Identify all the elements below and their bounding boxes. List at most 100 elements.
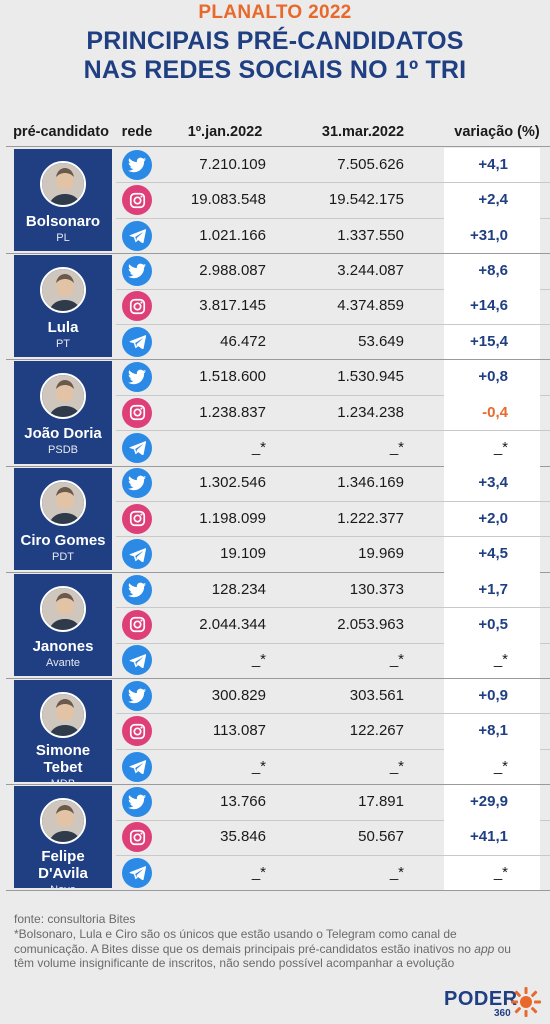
jan-value: 300.829: [211, 686, 266, 704]
instagram-icon: [122, 397, 152, 428]
row-divider: [116, 642, 550, 644]
candidate-name: Felipe D'Avila: [38, 848, 88, 883]
jan-value: 1.198.099: [199, 509, 266, 527]
change-value: +15,4: [470, 332, 508, 350]
change-cell: [444, 430, 540, 466]
change-value: +0,9: [478, 686, 508, 704]
avatar: [40, 161, 86, 207]
telegram-icon: [122, 220, 152, 251]
row-divider: [116, 713, 550, 715]
header-change: variação (%): [454, 124, 540, 140]
change-value: -0,4: [482, 403, 508, 421]
change-cell: [444, 395, 540, 431]
mar-value: _*: [389, 651, 404, 669]
twitter-icon: [122, 574, 152, 605]
row-divider: [116, 819, 550, 821]
mar-value: 4.374.859: [337, 297, 404, 315]
twitter-icon: [122, 680, 152, 711]
avatar: [40, 267, 86, 314]
source-note: fonte: consultoria Bites: [14, 912, 136, 926]
jan-value: 1.518.600: [199, 368, 266, 386]
candidate-party: PT: [55, 338, 71, 351]
jan-value: 19.109: [220, 545, 266, 563]
header-mar: 31.mar.2022: [321, 124, 405, 140]
mar-value: 17.891: [358, 792, 404, 810]
jan-value: _*: [251, 438, 266, 456]
twitter-icon: [122, 255, 152, 286]
change-value: +0,5: [478, 615, 508, 633]
change-cell: [444, 289, 540, 325]
telegram-icon: [122, 751, 152, 782]
change-cell: [444, 784, 540, 820]
row-divider: [116, 394, 550, 396]
instagram-icon: [122, 822, 152, 853]
telegram-icon: [122, 326, 152, 357]
mar-value: 1.346.169: [337, 474, 404, 492]
row-divider: [116, 748, 550, 750]
candidate-party: PL: [56, 232, 70, 244]
change-value: +3,4: [478, 474, 508, 492]
jan-value: 2.044.344: [199, 615, 266, 633]
row-divider: [116, 607, 550, 609]
mar-value: 3.244.087: [337, 261, 404, 279]
change-cell: [444, 359, 540, 395]
header-network: rede: [121, 124, 153, 140]
header-jan: 1º.jan.2022: [187, 124, 263, 140]
kicker: PLANALTO 2022: [198, 2, 352, 23]
twitter-icon: [122, 468, 152, 499]
change-value: +1,7: [478, 580, 508, 598]
candidate-block: Ciro Gomes PDT: [14, 467, 112, 570]
mar-value: 53.649: [358, 332, 404, 350]
jan-value: 7.210.109: [199, 155, 266, 173]
change-value: +29,9: [470, 792, 508, 810]
jan-value: 46.472: [220, 332, 266, 350]
change-value: +2,0: [478, 509, 508, 527]
mar-value: _*: [389, 438, 404, 456]
logo-word: PODER: [444, 988, 518, 1010]
telegram-icon: [122, 857, 152, 888]
note-app: app: [474, 941, 495, 956]
avatar: [40, 692, 86, 738]
candidate-block: Lula PT: [14, 255, 112, 358]
mar-value: 130.373: [349, 580, 404, 598]
candidate-block: Felipe D'Avila Novo: [14, 786, 112, 896]
note-text-2: ou têm volume insignificante de inscrito…: [14, 941, 511, 971]
candidate-block: Janones Avante: [14, 573, 112, 676]
avatar: [40, 798, 86, 845]
row-divider: [116, 217, 550, 219]
change-cell: [444, 536, 540, 572]
jan-value: _*: [251, 863, 266, 881]
change-value: +8,1: [478, 722, 508, 740]
mar-value: 19.542.175: [328, 191, 404, 209]
avatar: [40, 585, 86, 632]
change-cell: [444, 218, 540, 254]
jan-value: 113.087: [212, 722, 266, 740]
mar-value: _*: [389, 757, 404, 775]
row-divider: [116, 324, 550, 325]
telegram-icon: [122, 539, 152, 570]
change-value: +0,8: [478, 368, 508, 386]
row-divider: [116, 855, 550, 856]
sun-icon: [511, 987, 541, 1017]
row-divider: [6, 890, 550, 892]
candidate-block: João Doria PSDB: [14, 361, 112, 464]
instagram-icon: [122, 716, 152, 747]
change-cell: [444, 182, 540, 218]
mar-value: _*: [389, 863, 404, 881]
instagram-icon: [122, 503, 152, 534]
candidate-party: Avante: [45, 656, 81, 669]
candidate-block: Simone TebetMDB: [14, 680, 112, 790]
instagram-icon: [122, 185, 152, 216]
header-candidate: pré-candidato: [13, 124, 109, 140]
change-value: +4,1: [478, 155, 508, 173]
change-cell: [444, 324, 540, 360]
jan-value: 2.988.087: [199, 261, 266, 279]
change-value: _*: [493, 651, 508, 669]
telegram-icon: [122, 645, 152, 676]
title-line-2: NAS REDES SOCIAIS NO 1º TRI: [83, 56, 467, 84]
row-divider: [116, 182, 550, 184]
row-divider: [6, 678, 550, 679]
change-value: +8,6: [478, 261, 508, 279]
mar-value: 7.505.626: [337, 155, 404, 173]
change-value: +4,5: [478, 545, 508, 563]
